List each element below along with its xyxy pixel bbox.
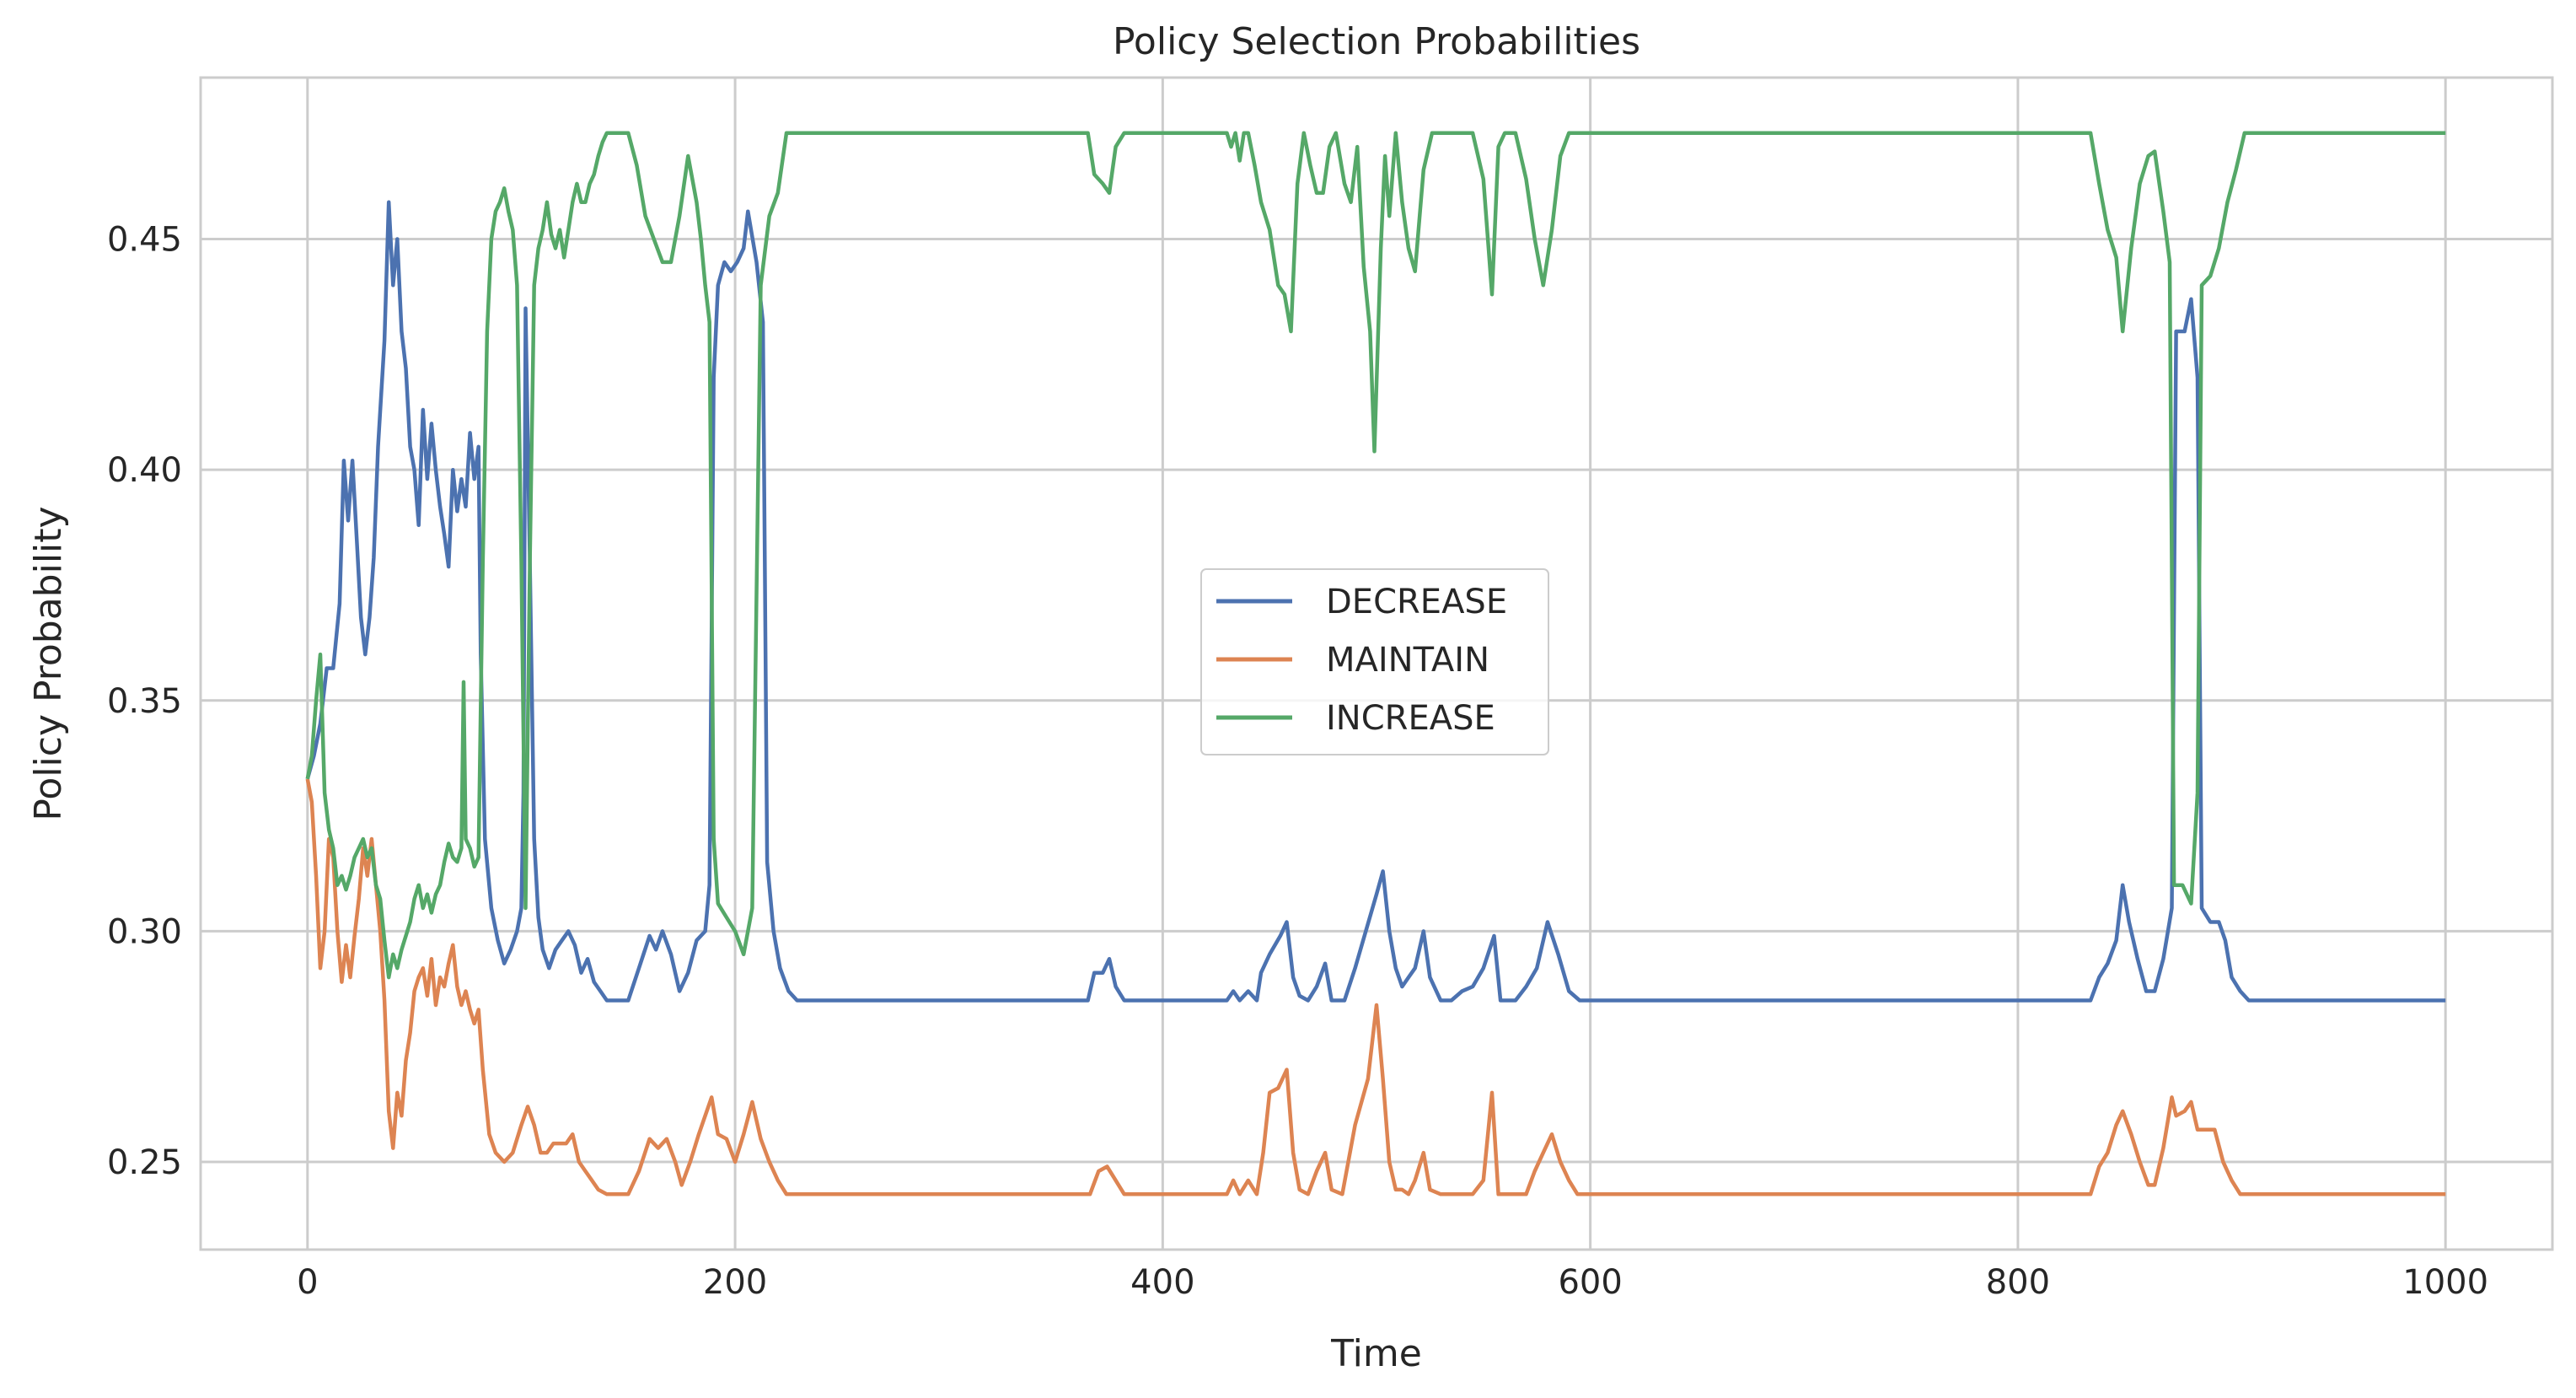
legend: DECREASE MAINTAIN INCREASE xyxy=(1200,568,1549,755)
y-tick-label: 0.25 xyxy=(107,1143,182,1182)
y-tick-label: 0.45 xyxy=(107,221,182,260)
y-tick-label: 0.35 xyxy=(107,682,182,721)
legend-label-decrease: DECREASE xyxy=(1326,583,1507,621)
series-line-maintain xyxy=(305,778,2446,1196)
series-line-decrease xyxy=(305,200,2446,1003)
x-tick-label: 1000 xyxy=(2402,1263,2488,1302)
chart-title: Policy Selection Probabilities xyxy=(1113,20,1640,63)
series-layer xyxy=(305,131,2446,1196)
y-axis-ticks: 0.25 0.30 0.35 0.40 0.45 xyxy=(107,221,182,1182)
y-axis-label: Policy Probability xyxy=(27,506,70,820)
x-tick-label: 0 xyxy=(297,1263,318,1302)
plot-frame xyxy=(199,76,2554,1251)
legend-label-increase: INCREASE xyxy=(1326,699,1495,738)
y-tick-label: 0.30 xyxy=(107,912,182,951)
series-line-increase xyxy=(305,131,2446,980)
x-axis-label: Time xyxy=(1330,1332,1422,1375)
y-tick-label: 0.40 xyxy=(107,451,182,490)
x-tick-label: 800 xyxy=(1986,1263,2050,1302)
x-tick-label: 600 xyxy=(1558,1263,1622,1302)
x-tick-label: 400 xyxy=(1130,1263,1194,1302)
x-axis-ticks: 0 200 400 600 800 1000 xyxy=(297,1263,2488,1302)
legend-box xyxy=(1200,568,1549,755)
legend-label-maintain: MAINTAIN xyxy=(1326,641,1489,680)
x-tick-label: 200 xyxy=(703,1263,767,1302)
